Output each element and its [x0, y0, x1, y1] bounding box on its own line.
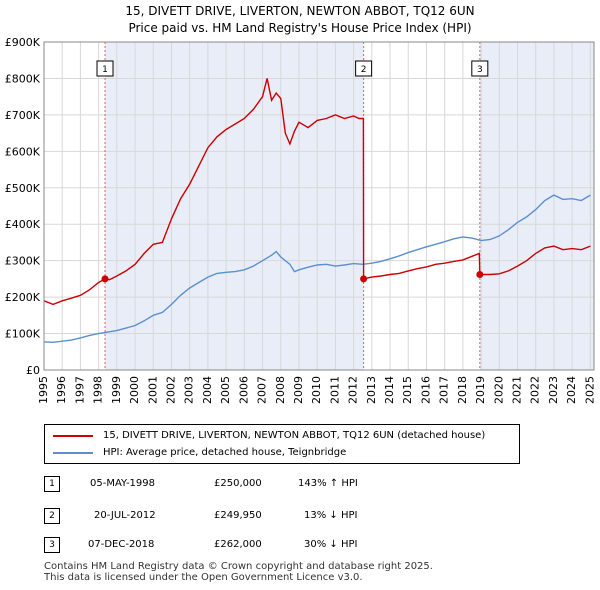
legend-swatch-property — [53, 434, 93, 437]
hpi-series-line — [43, 194, 591, 344]
x-tick-label: 2017 — [438, 376, 451, 404]
sale-marker-box — [96, 60, 114, 77]
chart-subtitle: Price paid vs. HM Land Registry's House … — [128, 21, 472, 35]
x-tick-label: 1997 — [73, 376, 86, 404]
x-tick-label: 1998 — [92, 376, 105, 404]
chart-legend: 15, DIVETT DRIVE, LIVERTON, NEWTON ABBOT… — [44, 424, 520, 464]
sale-hpi-diff: 30% ↓ HPI — [304, 539, 358, 550]
legend-label-hpi: HPI: Average price, detached house, Teig… — [103, 447, 347, 458]
sale-date: 05-MAY-1998 — [90, 478, 156, 489]
sale-number-box: 1 — [44, 476, 60, 492]
legend-item-hpi: HPI: Average price, detached house, Teig… — [53, 447, 346, 458]
x-tick-label: 2021 — [511, 376, 524, 404]
x-tick-label: 2004 — [201, 376, 214, 404]
y-tick-label: £100K — [5, 328, 41, 341]
property-series-line — [43, 78, 591, 306]
sale-hpi-diff: 143% ↑ HPI — [298, 478, 358, 489]
x-tick-label: 1999 — [110, 376, 123, 404]
x-tick-label: 2025 — [583, 376, 596, 404]
sale-price: £262,000 — [214, 539, 262, 550]
y-tick-label: £200K — [5, 291, 41, 304]
x-tick-label: 1996 — [55, 376, 68, 404]
footer-licence: This data is licensed under the Open Gov… — [44, 572, 363, 583]
sale-marker-label: 1 — [102, 65, 108, 75]
sale-point — [360, 275, 368, 283]
sale-point — [476, 271, 484, 279]
y-tick-label: £0 — [26, 364, 40, 377]
sale-marker-box — [355, 60, 373, 77]
sale-price: £249,950 — [214, 510, 262, 521]
sale-marker-label: 2 — [361, 65, 367, 75]
x-tick-label: 2002 — [164, 376, 177, 404]
sale-price: £250,000 — [214, 478, 262, 489]
x-tick-label: 2024 — [565, 376, 578, 404]
x-tick-label: 2023 — [547, 376, 560, 404]
x-tick-label: 2010 — [310, 376, 323, 404]
x-tick-label: 2013 — [365, 376, 378, 404]
legend-label-property: 15, DIVETT DRIVE, LIVERTON, NEWTON ABBOT… — [103, 430, 486, 441]
legend-swatch-hpi — [53, 451, 93, 454]
sale-marker-label: 3 — [477, 65, 483, 75]
x-tick-label: 2022 — [529, 376, 542, 404]
x-tick-label: 2008 — [274, 376, 287, 404]
y-tick-label: £400K — [5, 218, 41, 231]
y-tick-label: £300K — [5, 255, 41, 268]
sale-point — [101, 275, 109, 283]
x-tick-label: 2014 — [383, 376, 396, 404]
footer-copyright: Contains HM Land Registry data © Crown c… — [44, 561, 433, 572]
x-tick-label: 2007 — [256, 376, 269, 404]
x-tick-label: 2018 — [456, 376, 469, 404]
x-tick-label: 2000 — [128, 376, 141, 404]
x-tick-label: 2020 — [492, 376, 505, 404]
x-tick-label: 2012 — [347, 376, 360, 404]
y-tick-label: £600K — [5, 145, 41, 158]
x-tick-label: 2009 — [292, 376, 305, 404]
legend-item-property: 15, DIVETT DRIVE, LIVERTON, NEWTON ABBOT… — [53, 430, 485, 441]
y-tick-label: £900K — [5, 36, 41, 49]
plot-border — [43, 41, 595, 371]
sale-date: 20-JUL-2012 — [94, 510, 156, 521]
x-tick-label: 2015 — [401, 376, 414, 404]
price-chart: £0 £100K £200K £300K £400K £500K £600K £700K £80… — [5, 36, 597, 404]
sale-marker-box — [471, 60, 489, 77]
x-tick-label: 2005 — [219, 376, 232, 404]
x-tick-label: 1995 — [37, 376, 50, 404]
sale-date: 07-DEC-2018 — [88, 539, 155, 550]
x-tick-label: 2003 — [183, 376, 196, 404]
chart-title: 15, DIVETT DRIVE, LIVERTON, NEWTON ABBOT… — [125, 4, 475, 18]
sale-hpi-diff: 13% ↓ HPI — [304, 510, 358, 521]
y-tick-label: £800K — [5, 72, 41, 85]
ownership-band — [105, 42, 364, 370]
y-tick-label: £500K — [5, 182, 41, 195]
x-tick-label: 2011 — [328, 376, 341, 404]
sale-number-box: 2 — [44, 508, 60, 524]
ownership-band — [479, 42, 594, 370]
x-tick-label: 2006 — [237, 376, 250, 404]
y-tick-label: £700K — [5, 109, 41, 122]
sale-number-box: 3 — [44, 537, 60, 553]
x-tick-label: 2016 — [419, 376, 432, 404]
x-tick-label: 2019 — [474, 376, 487, 404]
x-tick-label: 2001 — [146, 376, 159, 404]
